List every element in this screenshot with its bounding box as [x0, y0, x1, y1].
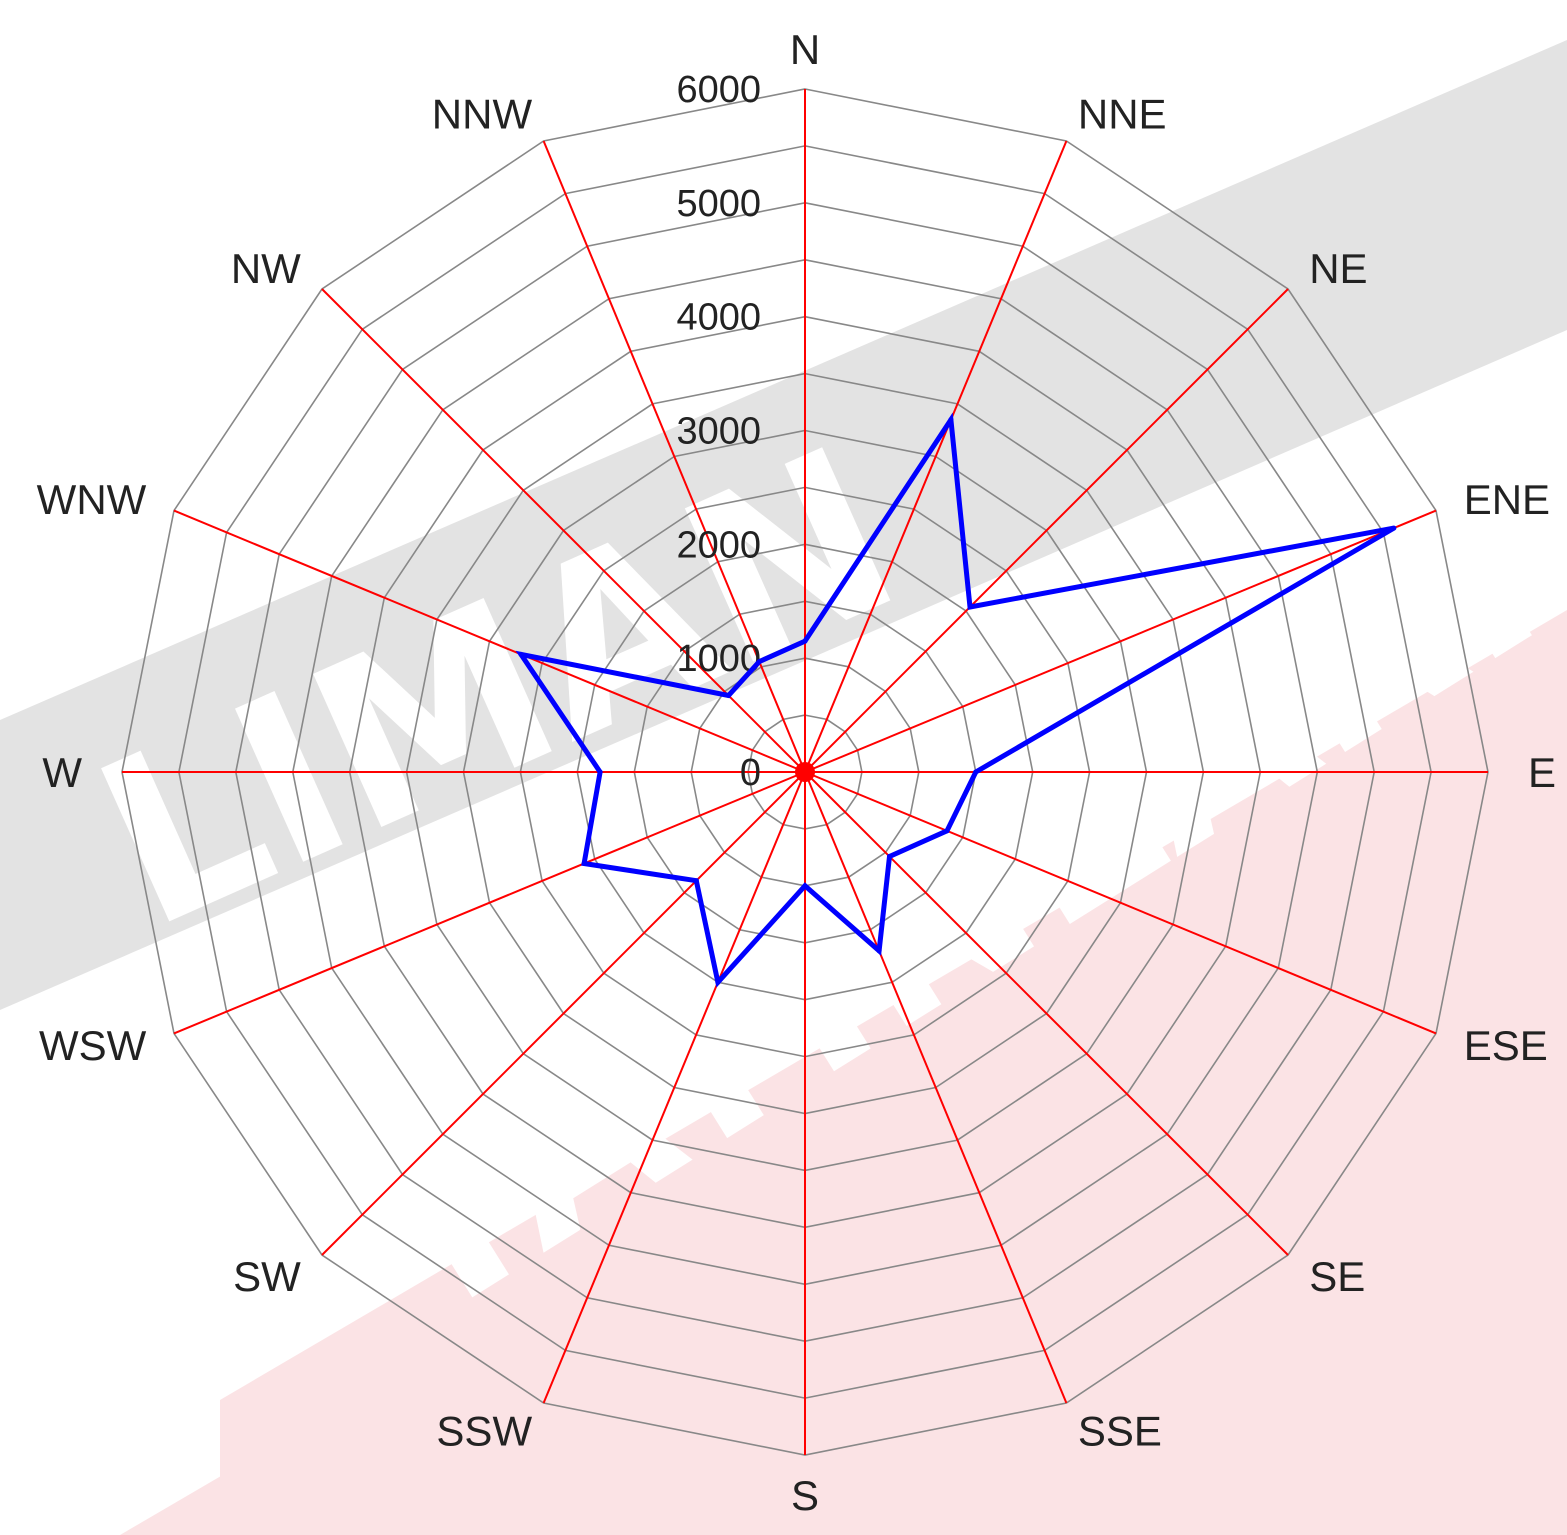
- direction-label-ene: ENE: [1464, 476, 1550, 523]
- data-point-sse: [876, 948, 882, 954]
- data-point-wnw: [518, 651, 524, 657]
- direction-label-n: N: [790, 26, 820, 73]
- direction-label-sse: SSE: [1078, 1408, 1162, 1455]
- direction-label-ese: ESE: [1464, 1022, 1548, 1069]
- data-point-sw: [693, 878, 699, 884]
- tick-label-0: 0: [740, 752, 761, 794]
- watermark-gray-band: [0, 40, 1567, 1010]
- direction-label-sw: SW: [233, 1253, 301, 1300]
- spoke-nw: [321, 288, 806, 773]
- direction-label-w: W: [42, 749, 82, 796]
- direction-label-s: S: [791, 1472, 819, 1519]
- tick-label-6000: 6000: [676, 69, 761, 111]
- data-point-e: [973, 769, 979, 775]
- data-point-nne: [948, 417, 954, 423]
- direction-label-nw: NW: [231, 245, 301, 292]
- spoke-ese: [804, 771, 1437, 1035]
- data-point-wsw: [581, 861, 587, 866]
- spoke-sse: [804, 771, 1068, 1404]
- direction-label-nne: NNE: [1078, 90, 1167, 137]
- spoke-wnw: [173, 509, 806, 773]
- direction-label-wnw: WNW: [37, 476, 147, 523]
- data-point-nnw: [756, 659, 762, 665]
- spoke-ssw: [542, 771, 806, 1404]
- direction-labels: N NNE NE ENE E ESE SE SSE S SSW SW WSW W…: [37, 26, 1556, 1519]
- direction-label-ssw: SSW: [436, 1408, 532, 1455]
- data-point-nw: [726, 693, 731, 698]
- direction-spokes: [122, 89, 1488, 1455]
- direction-label-e: E: [1528, 749, 1556, 796]
- spoke-se: [804, 771, 1289, 1256]
- tick-label-5000: 5000: [676, 183, 761, 225]
- direction-label-ne: NE: [1309, 245, 1367, 292]
- series-points: [518, 417, 1397, 985]
- data-point-n: [802, 638, 808, 644]
- center-dot: [795, 762, 815, 782]
- tick-label-3000: 3000: [676, 411, 761, 453]
- direction-label-wsw: WSW: [39, 1022, 147, 1069]
- spoke-wsw: [173, 771, 806, 1035]
- spoke-nnw: [542, 140, 806, 773]
- direction-label-se: SE: [1309, 1253, 1365, 1300]
- watermark-red-band-upper: [220, 610, 1567, 1510]
- data-point-ssw: [715, 979, 721, 985]
- radial-tick-labels: 0 1000 2000 3000 4000 5000 6000: [676, 69, 761, 794]
- spoke-nne: [804, 140, 1068, 773]
- spoke-ene: [804, 509, 1437, 773]
- data-point-ese: [944, 828, 950, 834]
- data-point-ene: [1391, 525, 1397, 531]
- direction-label-nnw: NNW: [432, 90, 533, 137]
- spoke-ne: [804, 288, 1289, 773]
- tick-label-2000: 2000: [676, 524, 761, 566]
- data-point-s: [802, 883, 808, 889]
- data-point-se: [887, 854, 892, 859]
- data-point-ne: [967, 604, 973, 610]
- data-point-w: [597, 769, 603, 775]
- spoke-sw: [321, 771, 806, 1256]
- tick-label-4000: 4000: [676, 297, 761, 339]
